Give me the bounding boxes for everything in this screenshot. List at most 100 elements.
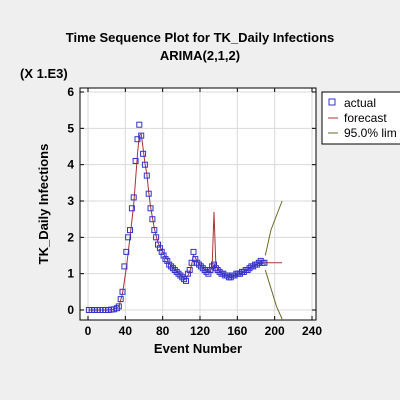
- upper-limit-line: [264, 200, 283, 256]
- actual-data-point: [183, 277, 189, 284]
- actual-data-point: [192, 256, 199, 263]
- actual-data-point: [197, 263, 204, 270]
- actual-data-point: [220, 270, 227, 277]
- actual-data-point: [128, 205, 135, 212]
- actual-data-point: [171, 267, 178, 273]
- actual-data-point: [199, 265, 206, 272]
- actual-data-point: [160, 252, 167, 259]
- actual-data-point: [145, 190, 152, 197]
- grid-layer: [80, 88, 316, 320]
- actual-data-point: [211, 261, 217, 268]
- actual-data-point: [134, 136, 141, 143]
- actual-data-point: [207, 267, 214, 273]
- actual-data-point: [127, 227, 133, 234]
- actual-data-point: [121, 263, 128, 270]
- actual-data-point: [240, 268, 247, 275]
- y-tick-label: 2: [67, 230, 74, 244]
- actual-data-point: [250, 263, 257, 270]
- actual-data-point: [113, 305, 120, 312]
- actual-data-point: [244, 267, 251, 273]
- actual-data-point: [153, 234, 160, 241]
- actual-data-point: [117, 296, 124, 303]
- legend-actual-label: actual: [344, 96, 376, 110]
- actual-data-point: [151, 227, 158, 234]
- actual-data-point: [158, 248, 165, 255]
- legend-actual-marker: [328, 98, 336, 106]
- actual-data-point: [166, 261, 173, 268]
- actual-data-point: [168, 263, 175, 270]
- actual-data-point: [246, 265, 253, 272]
- actual-data-point: [227, 274, 234, 281]
- actual-data-point: [119, 288, 126, 295]
- series-layer: [85, 121, 283, 320]
- actual-data-point: [138, 132, 145, 139]
- actual-data-point: [188, 259, 195, 266]
- actual-data-point: [201, 267, 208, 273]
- ticks-layer: 0 1 2 3 4 5 6 0 40 80 120 160 200 240: [67, 85, 322, 338]
- actual-data-point: [203, 268, 210, 275]
- legend: actual forecast 95.0% lim: [321, 91, 400, 145]
- actual-data-point: [175, 270, 182, 277]
- x-tick-label: 40: [119, 324, 133, 338]
- actual-data-point: [216, 268, 223, 275]
- axis-multiplier-label: (X 1.E3): [20, 66, 68, 81]
- x-tick-label: 0: [85, 324, 92, 338]
- actual-data-point: [205, 270, 212, 277]
- actual-data-point: [156, 245, 163, 252]
- actual-data-point: [155, 241, 161, 248]
- actual-data-point: [255, 259, 262, 266]
- x-tick-label: 80: [156, 324, 170, 338]
- actual-data-point: [123, 248, 130, 255]
- actual-data-point: [253, 261, 260, 268]
- actual-data-point: [209, 263, 216, 270]
- actual-data-point: [115, 303, 122, 310]
- chart-title: Time Sequence Plot for TK_Daily Infectio…: [66, 30, 335, 45]
- actual-data-point: [141, 161, 148, 168]
- x-axis-label: Event Number: [154, 341, 242, 356]
- actual-data-point: [169, 265, 176, 272]
- actual-data-point: [136, 121, 143, 128]
- y-tick-label: 1: [67, 267, 74, 281]
- x-tick-label: 240: [302, 324, 322, 338]
- actual-data-point: [173, 268, 180, 275]
- y-tick-label: 6: [67, 85, 74, 99]
- plot-area: [79, 87, 317, 321]
- actual-data-point: [130, 194, 137, 201]
- actual-data-point: [214, 267, 221, 273]
- actual-data-point: [224, 272, 231, 279]
- actual-data-point: [261, 259, 268, 266]
- x-tick-label: 200: [265, 324, 285, 338]
- actual-data-point: [184, 270, 191, 277]
- actual-data-point: [231, 272, 238, 279]
- legend-forecast-label: forecast: [344, 111, 387, 125]
- actual-data-point: [143, 172, 150, 179]
- y-tick-label: 0: [67, 303, 74, 317]
- y-axis-label: TK_Daily Infections: [36, 144, 51, 265]
- y-tick-label: 3: [67, 194, 74, 208]
- actual-data-point: [132, 158, 139, 164]
- actual-data-point: [237, 270, 244, 277]
- actual-data-point: [190, 248, 197, 255]
- actual-data-point: [257, 257, 264, 264]
- actual-data-point: [196, 261, 203, 268]
- actual-data-point: [147, 205, 154, 212]
- actual-data-point: [164, 257, 171, 264]
- x-tick-label: 120: [190, 324, 210, 338]
- actual-data-point: [186, 267, 193, 273]
- actual-data-point: [179, 274, 186, 281]
- actual-data-point: [181, 276, 188, 283]
- lower-limit-line: [264, 269, 283, 320]
- actual-data-point: [140, 150, 147, 157]
- actual-data-point: [125, 234, 132, 241]
- chart-subtitle: ARIMA(2,1,2): [160, 48, 240, 63]
- actual-data-point: [212, 265, 219, 272]
- actual-data-point: [177, 272, 184, 279]
- legend-limits-label: 95.0% lim: [344, 126, 397, 140]
- actual-data-point: [149, 216, 156, 223]
- y-tick-label: 5: [67, 121, 74, 135]
- y-tick-label: 4: [67, 158, 74, 172]
- actual-data-point: [162, 256, 169, 263]
- x-tick-label: 160: [227, 324, 247, 338]
